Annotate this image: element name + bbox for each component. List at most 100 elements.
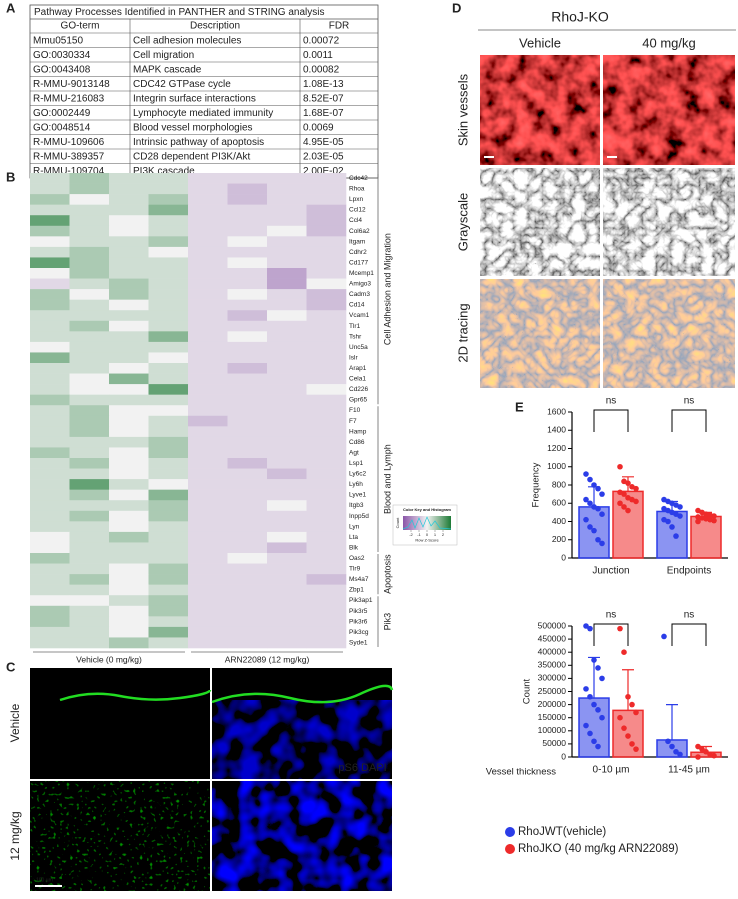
panel-label: E [515,399,524,414]
table-cell: 8.52E-07 [303,93,344,104]
heatmap-cell [30,521,70,533]
heatmap-cell [188,553,228,564]
heatmap-cell [306,289,347,300]
heatmap-cell [69,331,110,343]
heatmap-cell [69,204,110,216]
heatmap-cell [69,637,110,649]
heatmap-cell [148,204,189,216]
heatmap-cell [306,468,347,480]
heatmap-cell [227,405,268,417]
y-tick-label: 1200 [547,443,566,453]
data-point [625,507,631,514]
data-point [617,625,623,632]
heatmap-cell [267,510,307,522]
table-header: GO-term [61,21,100,32]
data-point [583,623,589,629]
data-point [625,480,631,486]
gene-label: Cela1 [349,376,366,383]
heatmap-cell [30,320,70,332]
heatmap-cell [267,584,307,596]
heatmap-cell [267,373,307,385]
heatmap-cell [69,616,110,628]
panel-label: D [452,0,461,15]
table-cell: CDC42 GTPase cycle [133,79,231,90]
heatmap-cell [148,278,189,290]
heatmap-cell [267,246,307,258]
y-tick-label: 150000 [538,712,567,722]
table-cell: GO:0043408 [33,64,91,75]
data-point [673,533,679,539]
heatmap-cell [227,204,268,216]
gene-label: Ly6h [349,481,363,488]
gene-label: Pik3r5 [349,608,368,615]
stain-legend: pS6 [338,762,358,774]
row-label: 12 mg/kg [8,811,22,860]
heatmap-cell [267,447,307,459]
table-cell: MAPK cascade [133,64,202,75]
y-tick-label: 500000 [538,620,567,630]
table-cell: 0.0011 [303,50,333,61]
heatmap-cell [188,331,228,343]
row-label: Skin vessels [455,73,470,146]
heatmap-cell [188,278,228,290]
heatmap-cell [30,500,70,512]
data-point [595,743,601,750]
micrograph-dapi [212,781,392,891]
heatmap-cell [109,595,149,607]
heatmap-cell [148,563,189,575]
heatmap-cell [227,574,268,585]
heatmap-cell [188,531,228,543]
heatmap-cell [188,341,228,353]
heatmap-cell [267,563,307,575]
gene-label: Hamp [349,428,367,435]
heatmap-cell [227,553,268,564]
heatmap-cell [69,415,110,427]
heatmap-cell [30,373,70,385]
heatmap-cell [306,531,347,543]
gene-label: Pik3ap1 [349,597,373,604]
gene-label: Tlr9 [349,566,361,573]
error-bar [666,704,678,740]
color-key-tick-label: -2 [409,532,413,537]
heatmap-cell [109,373,149,385]
heatmap-cell [227,489,268,501]
heatmap-cell [267,236,307,248]
gene-label: F10 [349,407,361,414]
gene-label: Syde1 [349,639,368,646]
heatmap-cell [306,373,347,385]
heatmap-cell [306,500,347,512]
table-title: Pathway Processes Identified in PANTHER … [34,7,325,18]
data-point [591,527,597,534]
heatmap-cell [306,479,347,490]
heatmap-cell [30,173,70,184]
heatmap-cell [148,194,189,205]
heatmap-cell [306,637,347,649]
heatmap-cell [30,584,70,596]
micrograph [603,168,735,276]
column-label: Vehicle [519,35,561,50]
heatmap-cell [148,605,189,617]
heatmap-cell [69,489,110,501]
table-cell: Intrinsic pathway of apoptosis [133,137,264,148]
heatmap-cell [69,363,110,374]
heatmap-cell [188,426,228,438]
data-point [583,496,589,503]
data-point [617,714,623,721]
heatmap-cell [69,373,110,385]
heatmap-cell [69,521,110,533]
heatmap-cell [188,542,228,554]
heatmap-cell [109,257,149,269]
heatmap-cell [306,257,347,269]
heatmap-cell [109,384,149,395]
data-point [595,485,601,492]
heatmap-cell [188,194,228,205]
data-point [673,748,679,755]
heatmap-cell [109,415,149,427]
heatmap-cell [188,236,228,248]
gene-label: Unc5a [349,344,368,351]
heatmap-cell [109,584,149,596]
data-point [677,513,683,519]
data-point [595,505,601,512]
heatmap-cell [227,183,268,195]
bar [578,697,610,758]
